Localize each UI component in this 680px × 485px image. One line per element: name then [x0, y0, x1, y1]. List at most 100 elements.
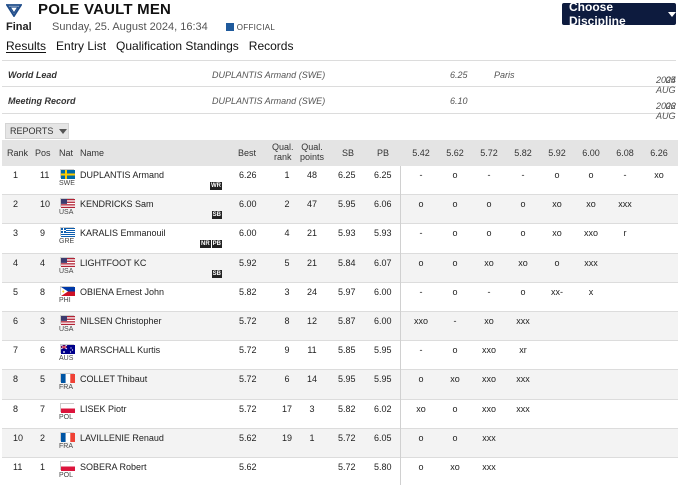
results-table: Rank Pos Nat Name Best Qual. rank Qual. po…: [2, 140, 678, 485]
cell-attempt: o: [554, 257, 560, 268]
athlete-name-link[interactable]: KENDRICKS Sam: [80, 199, 154, 210]
cell-attempt: -: [419, 286, 423, 297]
flag-swe-icon: [60, 169, 75, 179]
cell-qual-points: 24: [306, 286, 317, 297]
cell-pb: 5.80: [374, 461, 392, 472]
header-qual-points[interactable]: Qual. points: [300, 142, 324, 162]
record-mark: 6.10: [450, 96, 468, 106]
cell-qual-rank: 2: [284, 199, 290, 210]
table-row[interactable]: 8 5 FRA COLLET Thibaut 5.72 6 14 5.95 5.95 o xo xxo…: [2, 370, 678, 400]
cell-pb: 6.05: [374, 432, 392, 443]
header-best[interactable]: Best: [238, 148, 257, 158]
flag-pol-icon: [60, 402, 75, 413]
cell-best: 6.00: [239, 228, 257, 239]
cell-pos: 3: [40, 315, 46, 326]
cell-rank: 11: [13, 461, 23, 472]
header-rank[interactable]: Rank: [7, 148, 29, 158]
table-row[interactable]: 4 4 USA LIGHTFOOT KC SB 5.92 5 21 5.84 6.07 o o xo xo…: [2, 253, 678, 283]
badge-sb: SB: [211, 211, 222, 220]
header-qual-rank[interactable]: Qual. rank: [272, 142, 294, 162]
cell-pos: 1: [40, 461, 46, 472]
cell-attempt: o: [418, 374, 424, 385]
tab-results[interactable]: Results: [6, 39, 47, 53]
world-athletics-logo-icon[interactable]: [6, 3, 22, 17]
table-row[interactable]: 1 11 SWE DUPLANTIS Armand WR 6.26 1 48 6.25 6.25-…: [2, 166, 678, 196]
cell-sb: 5.87: [338, 315, 356, 326]
tab-qualification-standings[interactable]: Qualification Standings: [116, 39, 239, 53]
tab-entry-list[interactable]: Entry List: [56, 39, 107, 53]
cell-qual-points: 12: [306, 315, 317, 326]
cell-rank: 4: [13, 257, 19, 268]
header-name[interactable]: Name: [80, 148, 105, 158]
header-height: 5.92: [548, 148, 566, 158]
record-athlete[interactable]: DUPLANTIS Armand (SWE): [212, 96, 326, 106]
table-row[interactable]: 3 9 GRE KARALIS Emmanouil NR PB 6.00 4 21 5.93 5.9…: [2, 224, 678, 254]
record-date-line2: 2022: [656, 101, 677, 111]
event-date: Sunday, 25. August 2024, 16:34: [52, 21, 208, 33]
table-row[interactable]: 5 8 PHI OBIENA Ernest John 5.82 3 24 5.97 6.00 - o…: [2, 283, 678, 312]
record-badges: SB: [211, 269, 222, 278]
table-row[interactable]: 10 2 FRA LAVILLENIE Renaud 5.62 19 1 5.72 6.05 o o…: [2, 428, 678, 458]
athlete-name-link[interactable]: LIGHTFOOT KC: [80, 257, 147, 268]
cell-attempt: xr: [519, 345, 527, 356]
header-height: 5.42: [412, 148, 430, 158]
athlete-name-link[interactable]: OBIENA Ernest John: [80, 286, 165, 297]
cell-nat: PHI: [59, 296, 71, 304]
cell-rank: 5: [13, 286, 19, 297]
athlete-name-link[interactable]: KARALIS Emmanouil: [80, 228, 166, 239]
cell-qual-points: 21: [306, 228, 317, 239]
athlete-name-link[interactable]: SOBERA Robert: [80, 461, 147, 472]
record-date-line1: 06 AUG: [656, 101, 676, 121]
badge-nr: NR: [199, 240, 211, 249]
record-date-line2: 2024: [656, 75, 677, 85]
athlete-name-link[interactable]: NILSEN Christopher: [80, 315, 162, 326]
record-row: Meeting Record DUPLANTIS Armand (SWE) 6.10…: [2, 87, 677, 121]
cell-pb: 5.93: [374, 228, 392, 239]
cell-best: 6.00: [239, 199, 257, 210]
cell-attempt: -: [521, 170, 525, 180]
choose-discipline-button[interactable]: Choose Discipline: [562, 0, 676, 28]
tab-bar: Results Entry List Qualification Standings…: [4, 38, 301, 54]
cell-attempt: o: [452, 403, 458, 414]
cell-pb: 5.95: [374, 345, 392, 356]
tab-records[interactable]: Records: [248, 39, 294, 53]
table-body: 1 11 SWE DUPLANTIS Armand WR 6.26 1 48 6.25 6.25-…: [2, 166, 678, 485]
flag-aus-icon: [60, 344, 75, 355]
cell-attempt: -: [419, 345, 423, 356]
table-row[interactable]: 8 7 POL LISEK Piotr 5.72 17 3 5.82 6.02 xo o xxo xxx: [2, 400, 678, 429]
cell-sb: 5.72: [338, 461, 356, 472]
cell-qual-rank: 4: [284, 228, 290, 239]
cell-nat: AUS: [59, 355, 74, 363]
cell-sb: 5.72: [338, 432, 356, 443]
cell-qual-rank: 5: [284, 257, 290, 268]
table-row[interactable]: 6 3 USA NILSEN Christopher 5.72 8 12 5.87 6.00 xx…: [2, 311, 678, 342]
athlete-name-link[interactable]: DUPLANTIS Armand: [80, 170, 165, 180]
header-qual-rank-line2: rank: [274, 152, 292, 162]
reports-dropdown[interactable]: REPORTS: [5, 123, 69, 139]
cell-best: 6.26: [239, 170, 257, 180]
header-sb[interactable]: SB: [342, 148, 355, 158]
cell-sb: 5.84: [338, 257, 356, 268]
table-row[interactable]: 2 10 USA KENDRICKS Sam SB 6.00 2 47 5.95 6.06 o o o o…: [2, 195, 678, 225]
cell-attempt: o: [418, 461, 424, 472]
cell-attempt: xxx: [516, 315, 530, 326]
cell-sb: 5.95: [338, 374, 356, 385]
table-row[interactable]: 7 6 AUS MARSCHALL Kurtis 5.72 9 11 5.85 5.95 - o xx…: [2, 341, 678, 371]
athlete-name-link[interactable]: MARSCHALL Kurtis: [80, 345, 161, 356]
cell-rank: 10: [13, 432, 24, 443]
record-athlete[interactable]: DUPLANTIS Armand (SWE): [212, 70, 326, 80]
cell-attempt: xo: [518, 257, 528, 268]
choose-discipline-label: Choose Discipline: [569, 0, 626, 28]
header-nat[interactable]: Nat: [59, 148, 74, 158]
cell-attempt: o: [486, 199, 492, 210]
cell-pb: 5.95: [374, 374, 392, 385]
table-row[interactable]: 11 1 POL SOBERA Robert 5.62 5.72 5.80 o xo xxx: [2, 458, 678, 485]
header-pos[interactable]: Pos: [35, 148, 51, 158]
athlete-name-link[interactable]: LISEK Piotr: [80, 403, 127, 414]
header-pb[interactable]: PB: [377, 148, 390, 158]
athlete-name-link[interactable]: COLLET Thibaut: [80, 374, 148, 385]
record-mark: 6.25: [450, 70, 468, 80]
cell-best: 5.72: [239, 403, 257, 414]
athlete-name-link[interactable]: LAVILLENIE Renaud: [80, 432, 164, 443]
cell-nat: SWE: [59, 180, 75, 187]
